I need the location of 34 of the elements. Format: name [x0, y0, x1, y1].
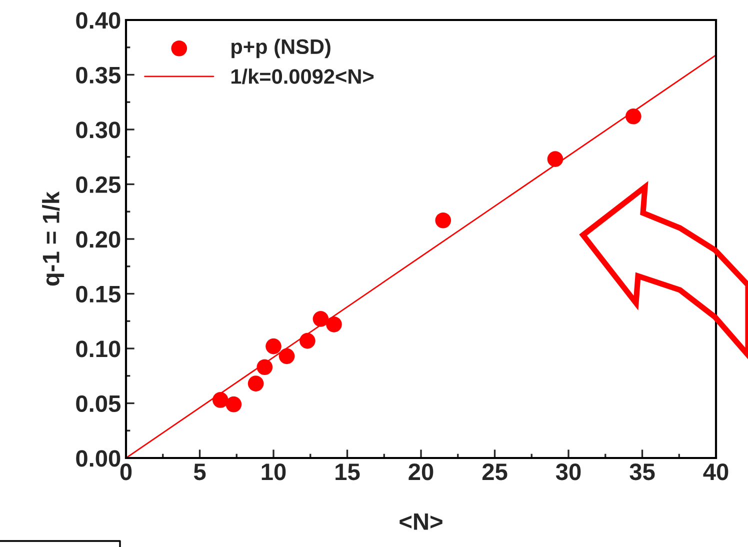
y-tick-label: 0.15: [76, 286, 120, 303]
point: [212, 392, 228, 408]
point: [625, 108, 642, 124]
legend-label: 1/k=0.0092<N>: [231, 68, 374, 84]
point: [326, 316, 342, 332]
y-tick-label: 0.25: [76, 176, 120, 194]
y-tick-label: 0.35: [76, 66, 120, 84]
y-tick-label: 0.40: [76, 12, 120, 29]
x-tick-label: 5: [194, 464, 206, 480]
point: [256, 359, 273, 376]
x-tick-label: 15: [336, 464, 360, 480]
x-tick-label: 10: [262, 463, 286, 480]
y-tick-label: 0.30: [76, 122, 120, 138]
point: [266, 338, 282, 354]
y-tick-label: 0.10: [76, 340, 120, 358]
x-tick-label: 25: [482, 463, 508, 480]
x-tick-label: 0: [120, 463, 132, 480]
y-tick-label: 0.05: [76, 395, 120, 412]
point: [278, 348, 295, 364]
point: [300, 332, 316, 349]
point: [435, 212, 452, 228]
x-tick-label: 20: [408, 463, 434, 480]
point: [312, 311, 329, 327]
x-axis-title: <N>: [400, 514, 442, 530]
y-tick-label: 0.00: [76, 450, 120, 467]
y-tick-label: 0.20: [76, 231, 120, 248]
x-tick-label: 40: [703, 463, 728, 480]
point: [226, 396, 242, 412]
y-axis-title: q-1 = 1/k: [42, 191, 64, 286]
x-tick-label: 30: [556, 463, 581, 480]
point: [248, 376, 264, 392]
x-tick-label: 35: [630, 463, 655, 480]
legend-label: p+p (NSD): [232, 38, 330, 58]
point: [547, 151, 564, 167]
